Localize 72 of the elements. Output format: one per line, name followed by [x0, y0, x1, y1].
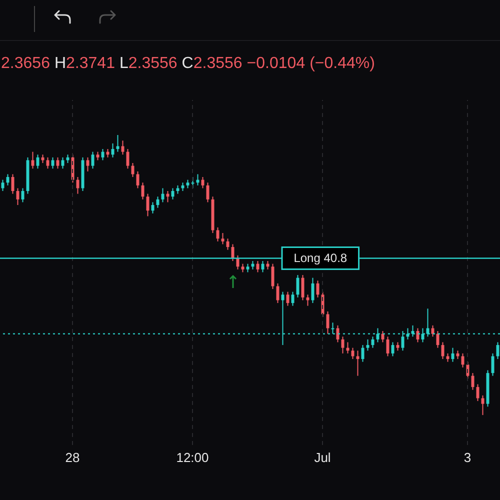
candlestick	[341, 336, 344, 354]
x-tick-label: 3	[464, 450, 472, 466]
candlestick	[111, 142, 114, 158]
candlestick	[146, 193, 150, 217]
candlestick	[116, 134, 120, 152]
x-tick-label: 28	[65, 450, 80, 466]
candlestick	[31, 151, 34, 170]
candlestick	[301, 274, 304, 301]
candlestick	[476, 384, 480, 402]
candlestick	[386, 336, 390, 357]
candlestick	[271, 263, 274, 290]
candlestick	[216, 226, 220, 242]
candlestick	[471, 372, 474, 390]
candlestick	[136, 170, 140, 189]
candlestick	[231, 244, 234, 262]
candlestick	[121, 140, 124, 156]
candlestick	[201, 176, 204, 189]
candlestick	[431, 324, 434, 338]
candlestick	[356, 350, 360, 376]
ref-line-label: Long 40.8	[294, 251, 348, 266]
candlestick	[311, 277, 314, 304]
candlestick	[171, 188, 174, 200]
candlestick	[11, 174, 14, 194]
candlestick	[481, 394, 484, 416]
candlestick	[46, 156, 50, 170]
candlestick	[371, 336, 374, 348]
candlestick	[461, 352, 464, 368]
candlestick	[86, 156, 90, 172]
candlestick	[361, 344, 364, 362]
candlestick	[206, 182, 210, 203]
candlestick	[76, 176, 80, 194]
candlestick	[256, 260, 260, 273]
candlestick	[191, 176, 194, 189]
candlestick	[101, 148, 104, 161]
candlestick	[56, 156, 60, 170]
candlestick	[291, 291, 294, 306]
candlestick	[276, 282, 280, 304]
candlestick	[221, 232, 224, 245]
candlestick	[381, 330, 384, 343]
candlestick	[441, 342, 444, 360]
candlestick	[496, 342, 500, 360]
candlestick	[61, 156, 64, 170]
candlestick	[1, 179, 4, 192]
candlestick	[436, 330, 440, 348]
candlestick	[391, 342, 394, 357]
candlestick	[491, 352, 494, 376]
text: 2.3656 H2.3741 L2.3556 C2.3556 −0.0104 (−0.44%)	[1, 55, 375, 72]
candlestick	[36, 154, 40, 170]
candlestick	[286, 291, 290, 306]
candlestick	[326, 310, 330, 334]
candlestick	[16, 188, 20, 206]
candlestick	[351, 347, 354, 360]
candlestick	[51, 156, 54, 170]
x-tick-label: 12:00	[176, 450, 209, 466]
x-tick-label: Jul	[314, 450, 331, 466]
candlestick	[416, 328, 420, 343]
candlestick	[316, 280, 320, 298]
candlestick	[151, 202, 154, 214]
candlestick	[451, 347, 454, 362]
candlestick	[141, 182, 144, 200]
candlestick	[21, 188, 24, 203]
candlestick	[261, 260, 264, 273]
candlestick	[296, 274, 300, 298]
candlestick	[156, 196, 160, 208]
candlestick	[336, 324, 340, 343]
candlestick	[6, 174, 10, 186]
candlestick	[126, 148, 130, 170]
candlestick	[161, 188, 164, 203]
candlestick	[91, 151, 94, 170]
candlestick	[131, 162, 134, 178]
candlestick	[366, 338, 370, 352]
candlestick	[226, 238, 230, 250]
